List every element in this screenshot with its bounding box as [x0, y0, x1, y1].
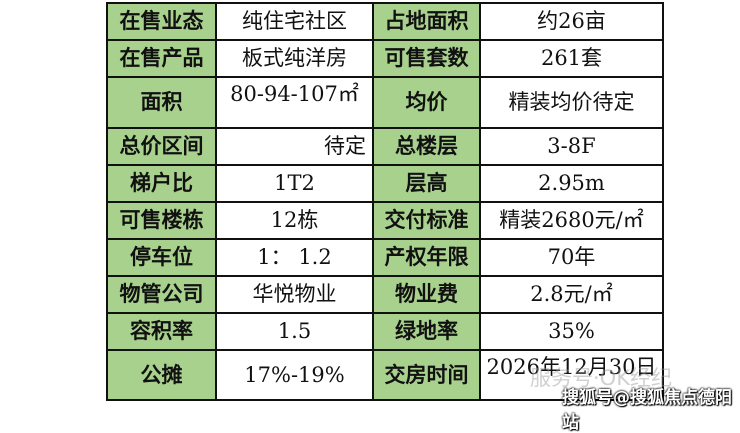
table-row: 总价区间 待定 总楼层 3-8F — [106, 127, 664, 166]
field-value: 1.5 — [215, 312, 374, 351]
field-label: 在售产品 — [106, 39, 217, 78]
field-value: 约26亩 — [479, 2, 664, 41]
field-value: 35% — [479, 312, 664, 351]
table-row: 容积率 1.5 绿地率 35% — [106, 312, 664, 351]
field-label: 面积 — [106, 76, 217, 129]
watermark-faint: 服务号·OK经纪 — [530, 366, 672, 390]
field-value: 3-8F — [479, 127, 664, 166]
table-row: 在售业态 纯住宅社区 占地面积 约26亩 — [106, 2, 664, 41]
table-row: 可售楼栋 12栋 交付标准 精装2680元/㎡ — [106, 201, 664, 240]
field-label: 绿地率 — [372, 312, 481, 351]
table-row: 公摊 17%-19% 交房时间 2026年12月30日 — [106, 349, 664, 401]
field-value: 精装2680元/㎡ — [479, 201, 664, 240]
field-label: 容积率 — [106, 312, 217, 351]
field-value: 2026年12月30日 — [479, 349, 664, 401]
field-value: 待定 — [215, 127, 374, 166]
field-label: 物管公司 — [106, 275, 217, 314]
field-value: 纯住宅社区 — [215, 2, 374, 41]
field-label: 梯户比 — [106, 164, 217, 203]
field-label: 物业费 — [372, 275, 481, 314]
field-value: 1T2 — [215, 164, 374, 203]
field-value: 华悦物业 — [215, 275, 374, 314]
field-value: 2.8元/㎡ — [479, 275, 664, 314]
field-value: 17%-19% — [215, 349, 374, 401]
field-value: 70年 — [479, 238, 664, 277]
table-row: 梯户比 1T2 层高 2.95m — [106, 164, 664, 203]
field-value: 12栋 — [215, 201, 374, 240]
field-value: 80-94-107㎡ — [215, 76, 374, 129]
field-label: 公摊 — [106, 349, 217, 401]
table-row: 在售产品 板式纯洋房 可售套数 261套 — [106, 39, 664, 78]
table-row: 停车位 1： 1.2 产权年限 70年 — [106, 238, 664, 277]
field-label: 总价区间 — [106, 127, 217, 166]
field-value: 1： 1.2 — [215, 238, 374, 277]
field-label: 可售套数 — [372, 39, 481, 78]
watermark-source: 搜狐号@搜狐焦点德阳站 — [562, 388, 732, 433]
field-label: 交付标准 — [372, 201, 481, 240]
field-label: 交房时间 — [372, 349, 481, 401]
field-label: 产权年限 — [372, 238, 481, 277]
field-label: 均价 — [372, 76, 481, 129]
field-value: 261套 — [479, 39, 664, 78]
field-value: 板式纯洋房 — [215, 39, 374, 78]
field-label: 占地面积 — [372, 2, 481, 41]
field-value: 精装均价待定 — [479, 76, 664, 129]
field-label: 层高 — [372, 164, 481, 203]
field-label: 可售楼栋 — [106, 201, 217, 240]
table-row: 物管公司 华悦物业 物业费 2.8元/㎡ — [106, 275, 664, 314]
field-label: 在售业态 — [106, 2, 217, 41]
project-info-table: 在售业态 纯住宅社区 占地面积 约26亩 在售产品 板式纯洋房 可售套数 261套 面积 80-9… — [106, 2, 664, 401]
field-value: 2.95m — [479, 164, 664, 203]
field-label: 停车位 — [106, 238, 217, 277]
table-row: 面积 80-94-107㎡ 均价 精装均价待定 — [106, 76, 664, 129]
field-label: 总楼层 — [372, 127, 481, 166]
